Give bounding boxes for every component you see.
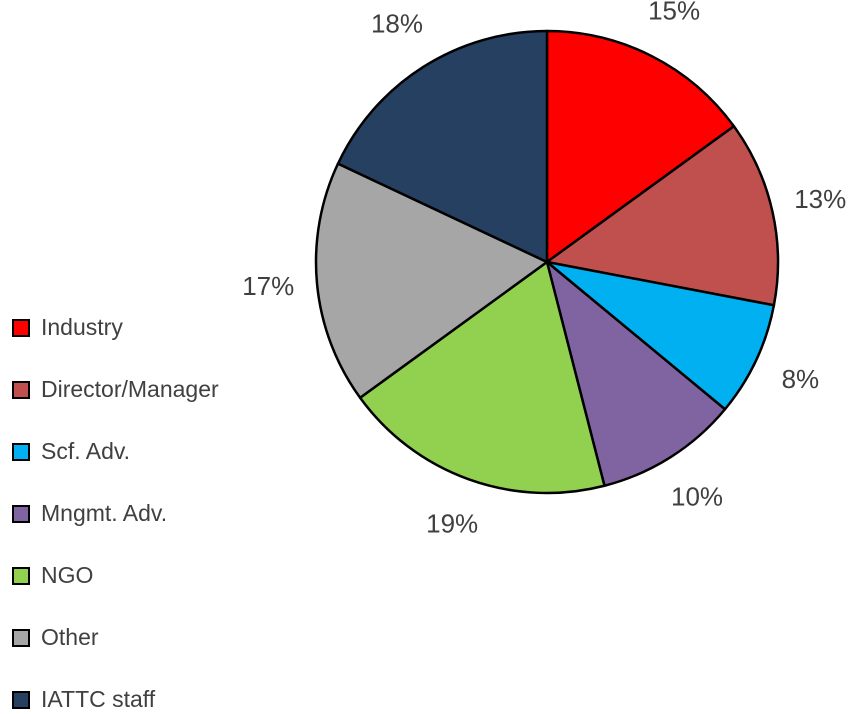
data-label: 15% (648, 0, 700, 25)
legend-swatch (12, 691, 30, 709)
legend-swatch (12, 567, 30, 585)
pie-slice (314, 162, 549, 400)
legend-label: IATTC staff (41, 686, 156, 712)
data-label: 18% (371, 8, 423, 38)
pie-slice (545, 260, 776, 411)
pie-slice (358, 260, 606, 495)
legend-label: Industry (41, 314, 123, 340)
legend-label: Other (41, 624, 99, 650)
legend-swatch (12, 443, 30, 461)
pie-slice (336, 29, 549, 264)
legend-label: Mngmt. Adv. (41, 500, 167, 526)
pie-slice (545, 124, 780, 307)
pie-slice (545, 29, 736, 264)
legend-label: Director/Manager (41, 376, 219, 402)
legend-swatch (12, 319, 30, 337)
legend-label: Scf. Adv. (41, 438, 130, 464)
data-label: 10% (671, 481, 723, 511)
data-label: 8% (782, 364, 820, 394)
legend-swatch (12, 629, 30, 647)
data-label: 19% (426, 508, 478, 538)
pie-slice (545, 260, 727, 487)
legend-swatch (12, 381, 30, 399)
data-label: 17% (242, 271, 294, 301)
data-label: 13% (794, 184, 846, 214)
legend-label: NGO (41, 562, 93, 588)
legend-swatch (12, 505, 30, 523)
